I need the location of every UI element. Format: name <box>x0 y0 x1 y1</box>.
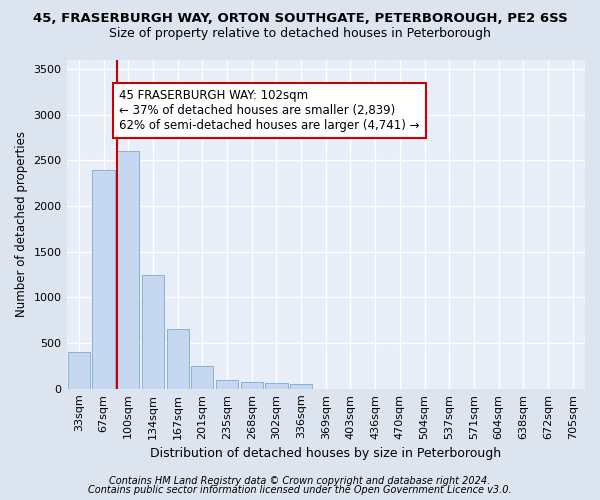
Y-axis label: Number of detached properties: Number of detached properties <box>15 132 28 318</box>
X-axis label: Distribution of detached houses by size in Peterborough: Distribution of detached houses by size … <box>150 447 502 460</box>
Bar <box>117 152 139 389</box>
Text: Contains HM Land Registry data © Crown copyright and database right 2024.: Contains HM Land Registry data © Crown c… <box>109 476 491 486</box>
Bar <box>216 380 238 389</box>
Text: Contains public sector information licensed under the Open Government Licence v3: Contains public sector information licen… <box>88 485 512 495</box>
Bar <box>290 384 312 389</box>
Bar <box>241 382 263 389</box>
Text: 45 FRASERBURGH WAY: 102sqm
← 37% of detached houses are smaller (2,839)
62% of s: 45 FRASERBURGH WAY: 102sqm ← 37% of deta… <box>119 89 419 132</box>
Bar <box>92 170 115 389</box>
Bar <box>142 274 164 389</box>
Bar <box>191 366 214 389</box>
Bar <box>167 330 189 389</box>
Text: 45, FRASERBURGH WAY, ORTON SOUTHGATE, PETERBOROUGH, PE2 6SS: 45, FRASERBURGH WAY, ORTON SOUTHGATE, PE… <box>32 12 568 26</box>
Text: Size of property relative to detached houses in Peterborough: Size of property relative to detached ho… <box>109 28 491 40</box>
Bar <box>68 352 90 389</box>
Bar <box>265 384 287 389</box>
